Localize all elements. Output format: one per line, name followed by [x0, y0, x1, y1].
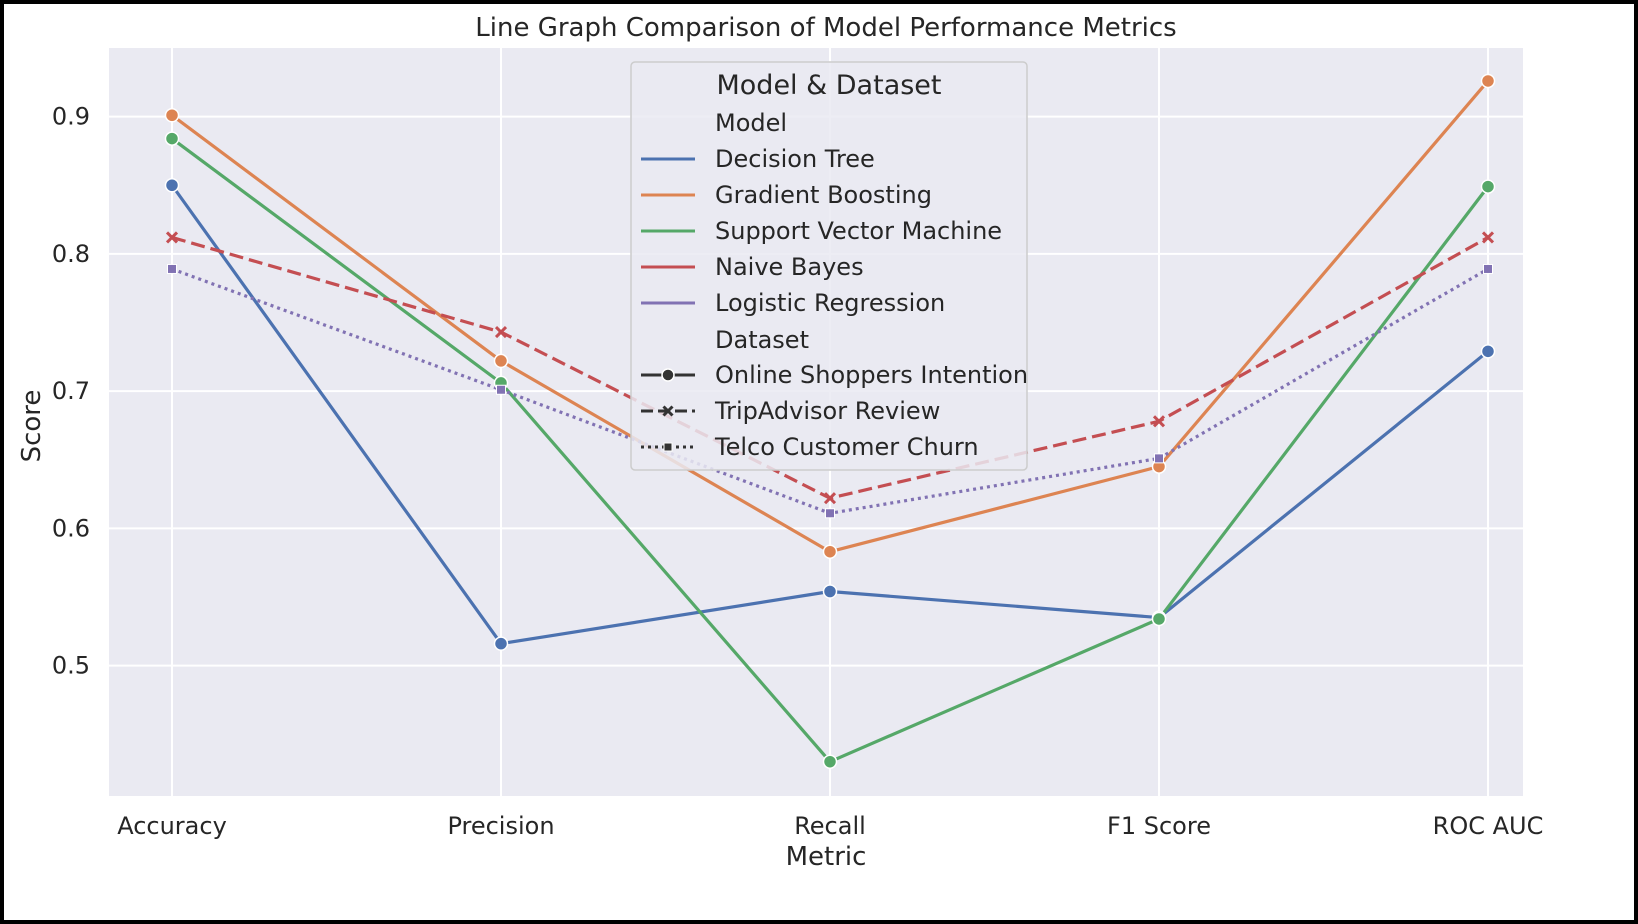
- y-tick-label: 0.8: [52, 240, 90, 268]
- x-tick-label: Accuracy: [117, 812, 227, 840]
- data-point-decision-tree: [822, 584, 838, 599]
- legend-heading-dataset: Dataset: [715, 326, 809, 354]
- data-point-logistic-regression: [496, 384, 506, 395]
- legend-label: TripAdvisor Review: [714, 397, 940, 425]
- data-point-support-vector-machine: [1151, 611, 1167, 627]
- x-tick-label: F1 Score: [1107, 812, 1211, 840]
- data-point-decision-tree: [164, 177, 180, 193]
- legend-label: Logistic Regression: [715, 289, 945, 317]
- data-point-naive-bayes: [1152, 415, 1166, 428]
- legend-label: Support Vector Machine: [715, 217, 1002, 245]
- x-axis-label: Metric: [786, 842, 867, 872]
- line-chart: Accuracy Precision Recall F1 Score ROC AUC 0…: [17, 13, 1543, 872]
- legend-heading-model: Model: [715, 109, 787, 137]
- legend-label: Online Shoppers Intention: [715, 361, 1028, 389]
- data-point-gradient-boosting: [1480, 73, 1496, 89]
- legend-title: Model & Dataset: [716, 70, 941, 101]
- legend-marker: [663, 442, 673, 452]
- data-point-gradient-boosting: [822, 544, 838, 559]
- x-tick-label: Precision: [447, 812, 554, 840]
- data-point-logistic-regression: [1154, 453, 1164, 464]
- chart-title: Line Graph Comparison of Model Performan…: [475, 13, 1176, 43]
- legend-marker: [661, 368, 675, 382]
- y-tick-label: 0.7: [52, 377, 90, 405]
- legend-label: Gradient Boosting: [715, 181, 932, 209]
- data-point-support-vector-machine: [164, 131, 180, 146]
- y-tick-label: 0.9: [52, 103, 90, 131]
- data-point-naive-bayes: [494, 326, 508, 339]
- x-tick-label: Recall: [794, 812, 866, 840]
- data-point-decision-tree: [493, 636, 509, 651]
- legend-model-entries: Decision Tree Gradient Boosting Support Ve…: [641, 145, 1002, 317]
- legend-label: Decision Tree: [715, 145, 875, 173]
- legend-box: [630, 61, 1028, 471]
- legend-label: Telco Customer Churn: [714, 433, 979, 461]
- data-point-logistic-regression: [825, 508, 835, 519]
- data-point-support-vector-machine: [1480, 179, 1496, 194]
- data-point-decision-tree: [1480, 344, 1496, 359]
- data-point-naive-bayes: [165, 231, 179, 244]
- data-point-naive-bayes: [823, 492, 837, 505]
- y-axis-label: Score: [17, 390, 47, 463]
- y-tick-label: 0.6: [52, 514, 90, 542]
- data-point-naive-bayes: [1481, 231, 1495, 244]
- series-markers: [164, 73, 1496, 769]
- x-tick-labels: Accuracy Precision Recall F1 Score ROC AUC: [117, 812, 1543, 840]
- legend-marker: [662, 405, 674, 417]
- y-tick-labels: 0.5 0.6 0.7 0.8 0.9: [52, 103, 90, 680]
- legend-dataset-entries: Online Shoppers Intention TripAdvisor Rev…: [641, 361, 1028, 461]
- data-point-gradient-boosting: [164, 108, 180, 123]
- data-point-logistic-regression: [167, 263, 177, 274]
- data-point-gradient-boosting: [493, 353, 509, 369]
- chart-frame: Accuracy Precision Recall F1 Score ROC AUC 0…: [4, 4, 1634, 920]
- legend: Model & Dataset Model Decision Tree Gradi…: [630, 61, 1028, 471]
- data-point-support-vector-machine: [822, 754, 838, 769]
- y-tick-label: 0.5: [52, 652, 90, 680]
- x-tick-label: ROC AUC: [1433, 812, 1544, 840]
- legend-label: Naive Bayes: [715, 253, 864, 281]
- data-point-logistic-regression: [1483, 263, 1493, 274]
